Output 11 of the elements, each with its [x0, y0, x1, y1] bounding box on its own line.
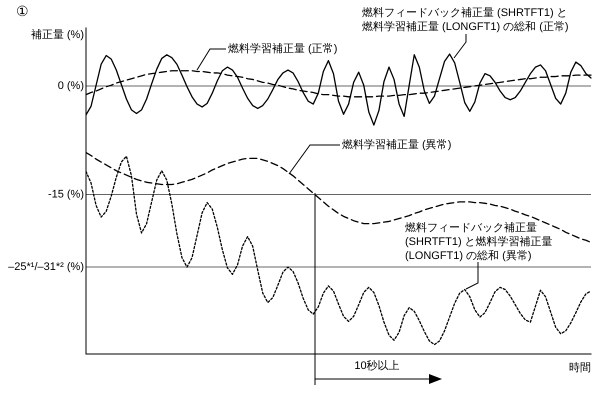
text: ①	[16, 2, 29, 19]
annotation: 燃料学習補正量 (異常)	[342, 138, 452, 152]
y-axis-title: 補正量 (%)	[30, 28, 84, 42]
annotation: 燃料学習補正量 (正常)	[228, 42, 338, 56]
annotation: 燃料フィードバック補正量 (SHRTFT1) と燃料学習補正量 (LONGFT1) の総和 (異常)	[405, 221, 553, 262]
annotation: 燃料フィードバック補正量 (SHRTFT1) と燃料学習補正量 (LONGFT1) の総和 (正常)	[362, 6, 569, 34]
y-tick-label: –25*¹/–31*² (%)	[8, 261, 84, 274]
x-axis-title: 時間	[569, 361, 591, 374]
y-tick-label: -15 (%)	[48, 188, 84, 201]
text: 10秒以上	[354, 359, 400, 372]
y-tick-label: 0 (%)	[58, 80, 84, 92]
